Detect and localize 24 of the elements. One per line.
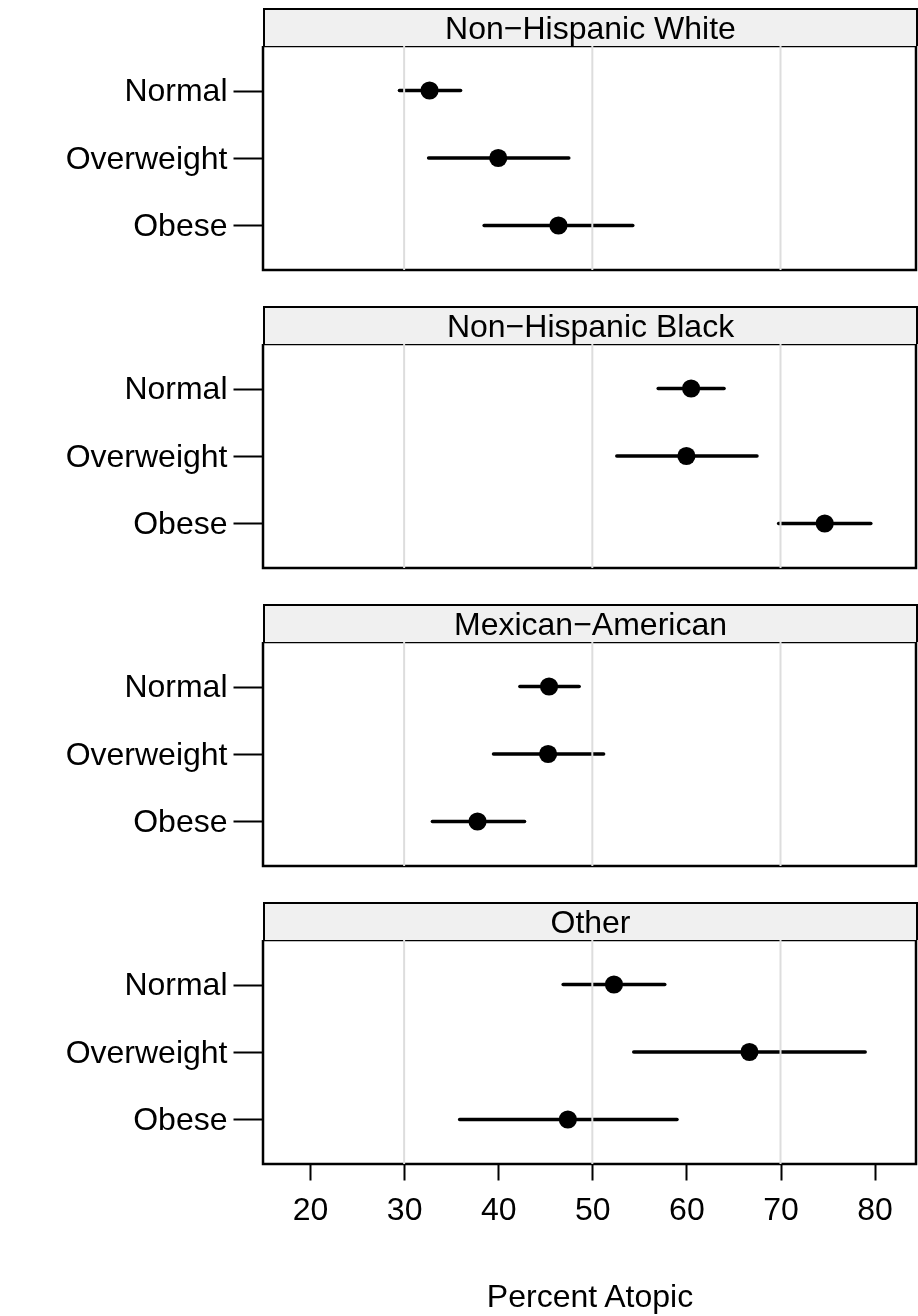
y-tick-label: Obese [133,206,228,243]
x-tick-label: 50 [575,1190,611,1227]
y-tick-label: Obese [133,504,228,541]
y-tick-label: Obese [133,802,228,839]
chart-title: Other [263,902,918,940]
y-tick-label: Overweight [65,139,228,176]
x-axis-title: Percent Atopic [486,1277,694,1314]
y-tick-label: Normal [124,72,228,109]
x-tick-label: 70 [763,1190,799,1227]
x-tick-label: 80 [857,1190,893,1227]
chart-title: Mexican−American [263,604,918,642]
y-tick-label: Normal [124,370,228,407]
x-tick-label: 20 [292,1190,329,1227]
x-tick-label: 60 [669,1190,705,1227]
x-tick-label: 30 [386,1190,423,1227]
y-tick-label: Overweight [65,1033,228,1070]
y-tick-label: Normal [124,668,228,705]
y-tick-label: Normal [124,966,228,1003]
chart-title: Non−Hispanic White [263,8,918,46]
y-tick-label: Overweight [65,735,228,772]
y-tick-label: Obese [133,1100,228,1137]
chart-title: Non−Hispanic Black [263,306,918,344]
x-tick-label: 40 [480,1190,517,1227]
y-tick-label: Overweight [65,437,228,474]
